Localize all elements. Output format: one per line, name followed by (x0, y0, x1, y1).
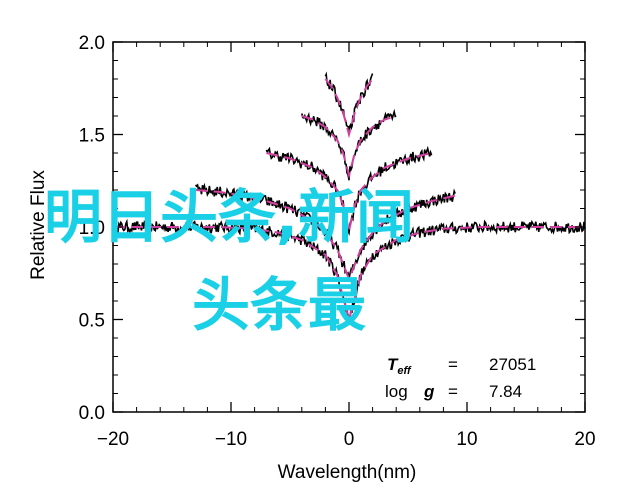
model-spectrum-line (266, 152, 432, 231)
x-tick-label: 0 (344, 429, 355, 450)
y-tick-label: 1.5 (79, 126, 105, 147)
observed-spectrum-line (112, 218, 586, 324)
model-spectrum-line (301, 115, 397, 180)
observed-spectrum-line (324, 71, 374, 133)
annotation-teff: Teff = 27051 (387, 355, 536, 377)
model-spectrum-line (324, 78, 374, 139)
logg-value: 7.84 (489, 382, 522, 401)
y-tick-label: 1.0 (79, 218, 105, 239)
x-tick-label: 20 (574, 429, 595, 450)
x-tick-label: 10 (456, 429, 477, 450)
y-tick-label: 0.5 (79, 311, 105, 332)
observed-spectrum-line (194, 182, 456, 280)
annotation-logg: log g = 7.84 (385, 382, 522, 401)
teff-equals: = (448, 355, 458, 374)
observed-spectrum-line (301, 108, 397, 181)
teff-value: 27051 (489, 355, 536, 374)
watermark-line-2: 头条最 (192, 271, 367, 339)
y-tick-label: 0.0 (79, 403, 105, 424)
teff-subscript: eff (397, 365, 412, 377)
model-spectrum-line (195, 189, 456, 282)
watermark-line-1: 明日头条,新闻 (44, 183, 415, 251)
logg-g: g (423, 382, 435, 401)
svg-text:Teff: Teff (387, 355, 412, 377)
observed-spectrum-line (265, 145, 433, 237)
y-tick-label: 2.0 (79, 33, 105, 54)
model-spectrum-line (113, 226, 585, 324)
logg-label: log (385, 382, 408, 401)
x-axis-label: Wavelength(nm) (278, 462, 417, 483)
logg-equals: = (448, 382, 458, 401)
x-tick-label: −20 (97, 429, 129, 450)
x-tick-label: −10 (215, 429, 247, 450)
y-axis-label: Relative Flux (28, 170, 49, 280)
